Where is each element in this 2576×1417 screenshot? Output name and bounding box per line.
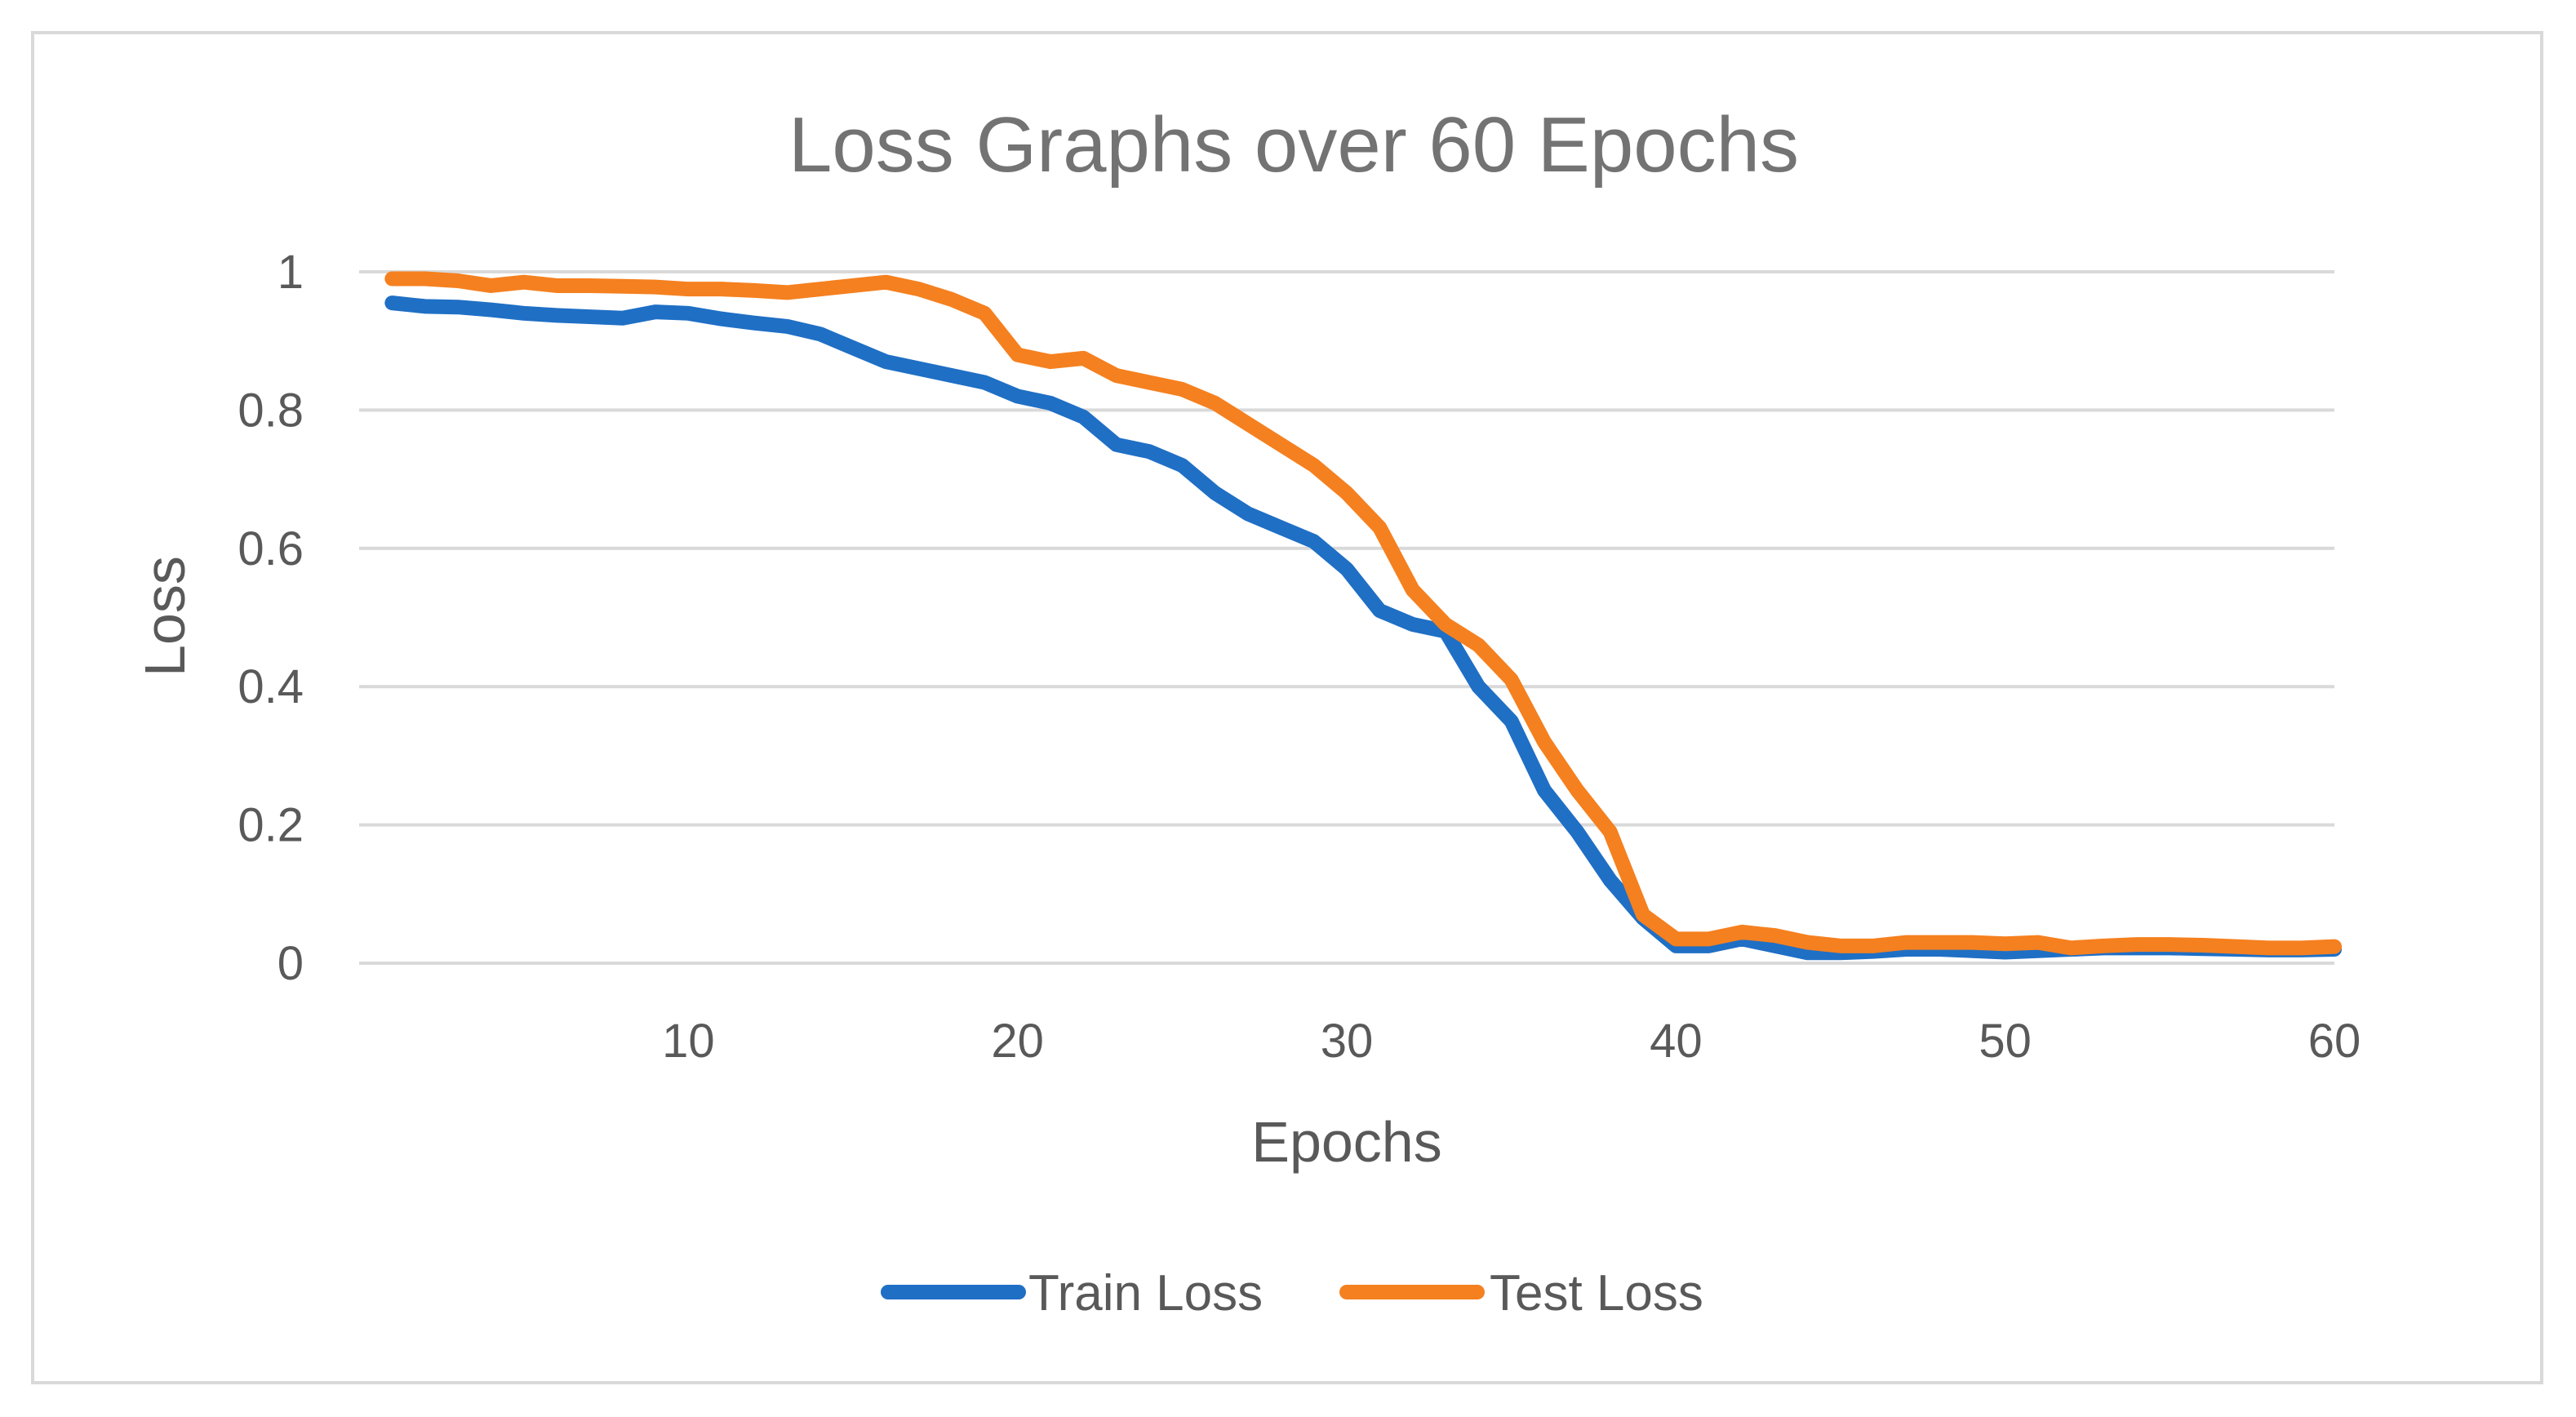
x-tick-labels: 10 20 30 40 50 60	[662, 1015, 2361, 1068]
series-line-test-loss	[384, 271, 2342, 956]
series-line-train-loss	[384, 295, 2342, 961]
y-tick-label: 1	[278, 246, 304, 299]
x-tick-label: 50	[1979, 1015, 2032, 1068]
gridlines	[359, 270, 2334, 965]
legend-label: Test Loss	[1490, 1265, 1703, 1321]
y-tick-label: 0.8	[238, 384, 304, 437]
x-tick-label: 60	[2308, 1015, 2361, 1068]
series-lines	[384, 271, 2342, 961]
x-tick-label: 30	[1321, 1015, 1374, 1068]
x-axis-label: Epochs	[1251, 1110, 1441, 1174]
chart-title: Loss Graphs over 60 Epochs	[788, 101, 1799, 189]
legend: Train Loss Test Loss	[881, 1265, 1703, 1321]
y-tick-label: 0	[278, 937, 304, 990]
chart-frame	[31, 31, 2543, 1384]
x-tick-label: 40	[1650, 1015, 1703, 1068]
legend-label: Train Loss	[1028, 1265, 1263, 1321]
x-tick-label: 20	[991, 1015, 1044, 1068]
y-tick-label: 0.4	[238, 660, 304, 713]
y-axis-label: Loss	[133, 556, 197, 677]
y-tick-label: 0.2	[238, 799, 304, 852]
y-tick-labels: 0 0.2 0.4 0.6 0.8 1	[238, 246, 304, 990]
x-tick-label: 10	[662, 1015, 715, 1068]
y-tick-label: 0.6	[238, 522, 304, 575]
